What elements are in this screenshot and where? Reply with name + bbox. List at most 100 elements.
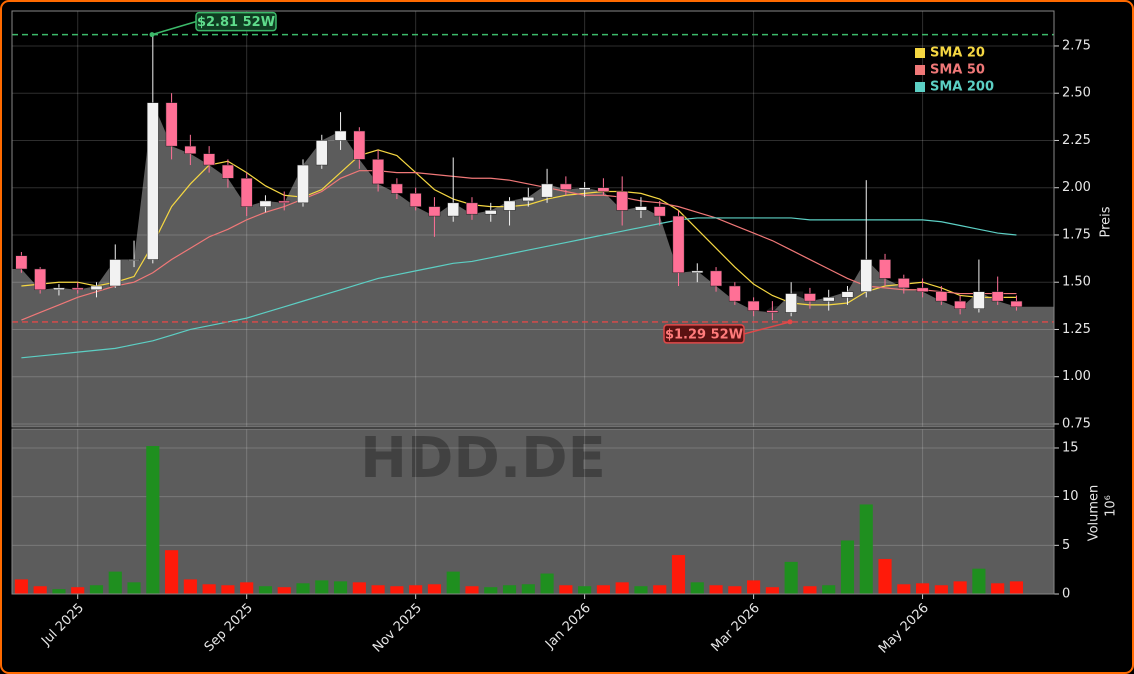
volume-bar (127, 582, 141, 594)
candle-body (297, 164, 309, 204)
candle-body (259, 200, 272, 207)
volume-bar (33, 586, 47, 594)
volume-bar (803, 586, 817, 594)
volume-frame (11, 428, 1055, 595)
volume-bar (465, 586, 479, 594)
candle-body (841, 291, 854, 298)
volume-bar (277, 587, 291, 594)
volume-bar (409, 585, 423, 594)
volume-bar (108, 571, 122, 594)
volume-bar (859, 504, 873, 594)
sma-line (21, 170, 1017, 321)
candle-body (109, 259, 122, 287)
candle-body (578, 187, 591, 190)
candle-body (90, 285, 103, 291)
hline-arrow-head (787, 319, 793, 325)
volume-bar (165, 550, 179, 594)
y-tick-label: 2.00 (1062, 180, 1091, 195)
candle-body (409, 193, 422, 207)
volume-bar (183, 579, 197, 594)
candle-body (804, 293, 816, 302)
candle-body (428, 206, 441, 217)
volume-bar (146, 446, 160, 594)
y-tick-label: 1.25 (1062, 322, 1091, 337)
legend-label: SMA 20 (930, 46, 985, 61)
volume-bar (240, 582, 254, 594)
candle-body (203, 153, 216, 166)
volume-bar (690, 582, 704, 594)
volume-bar (352, 582, 366, 594)
candle-body (15, 255, 28, 270)
volume-bar (52, 589, 66, 594)
candle-body (503, 200, 516, 211)
candle-body (822, 297, 835, 302)
volume-bar (446, 571, 460, 594)
candle-body (128, 259, 140, 261)
volume-bar (202, 584, 216, 594)
candle-body (222, 164, 234, 179)
candle-body (165, 102, 178, 147)
candle-body (672, 215, 685, 274)
candle-body (53, 287, 65, 291)
volume-bar (71, 587, 85, 594)
candle-body (635, 206, 647, 211)
hline-label: $1.29 52W (665, 327, 743, 342)
volume-bar (840, 540, 855, 594)
y-tick-label: 2.75 (1062, 38, 1091, 53)
volume-bar (296, 583, 310, 594)
candle-body (353, 130, 366, 160)
volume-bar (953, 581, 967, 594)
candle-body (34, 268, 47, 291)
candle-body (541, 183, 553, 198)
volume-bar (934, 585, 948, 594)
volume-bar (502, 585, 517, 594)
volume-bar (371, 585, 385, 594)
candle-body (710, 270, 722, 287)
y-tick-label: 1.00 (1062, 369, 1091, 384)
volume-bar (315, 580, 329, 594)
candle-body (391, 183, 403, 194)
sma-line (21, 217, 1017, 359)
candle-body (785, 293, 798, 313)
legend-swatch (915, 82, 925, 92)
hline-label: $2.81 52W (197, 15, 275, 30)
y-tick-label: 2.25 (1062, 133, 1091, 148)
candle-body (766, 310, 779, 313)
hline-label-box (663, 324, 745, 344)
close-area (12, 102, 1054, 428)
sma-line (21, 149, 1017, 306)
legend-label: SMA 50 (930, 63, 985, 78)
y-tick-label: 10 (1062, 489, 1079, 504)
volume-bar (897, 584, 911, 594)
watermark: HDD.DE (360, 426, 606, 491)
candle-body (315, 140, 328, 166)
hline-arrow (151, 20, 197, 36)
volume-bar (221, 585, 235, 594)
candle-body (522, 196, 535, 202)
candle-body (146, 102, 159, 260)
volume-bar (540, 573, 554, 594)
candle-body (484, 210, 497, 215)
y-tick-label: 1.75 (1062, 227, 1091, 242)
y-tick-label: 2.50 (1062, 86, 1091, 101)
candle-body (935, 291, 948, 302)
candle-body (559, 183, 572, 190)
volume-bar (1009, 581, 1024, 594)
y-axis-multiplier: 10⁶ (1104, 495, 1119, 517)
candle-body (466, 202, 478, 215)
volume-bar (709, 585, 723, 594)
legend-swatch (915, 48, 925, 58)
volume-bar (14, 579, 28, 594)
volume-bar (390, 586, 404, 594)
volume-bar (916, 583, 930, 594)
candle-body (897, 278, 910, 289)
volume-bar (578, 586, 592, 594)
candle-body (973, 291, 985, 309)
candle-body (184, 145, 197, 154)
candle-body (954, 300, 967, 309)
volume-bar (765, 587, 779, 594)
candle-body (991, 291, 1004, 302)
volume-bar (596, 585, 610, 594)
candle-body (616, 191, 629, 211)
y-tick-label: 0 (1062, 587, 1070, 602)
